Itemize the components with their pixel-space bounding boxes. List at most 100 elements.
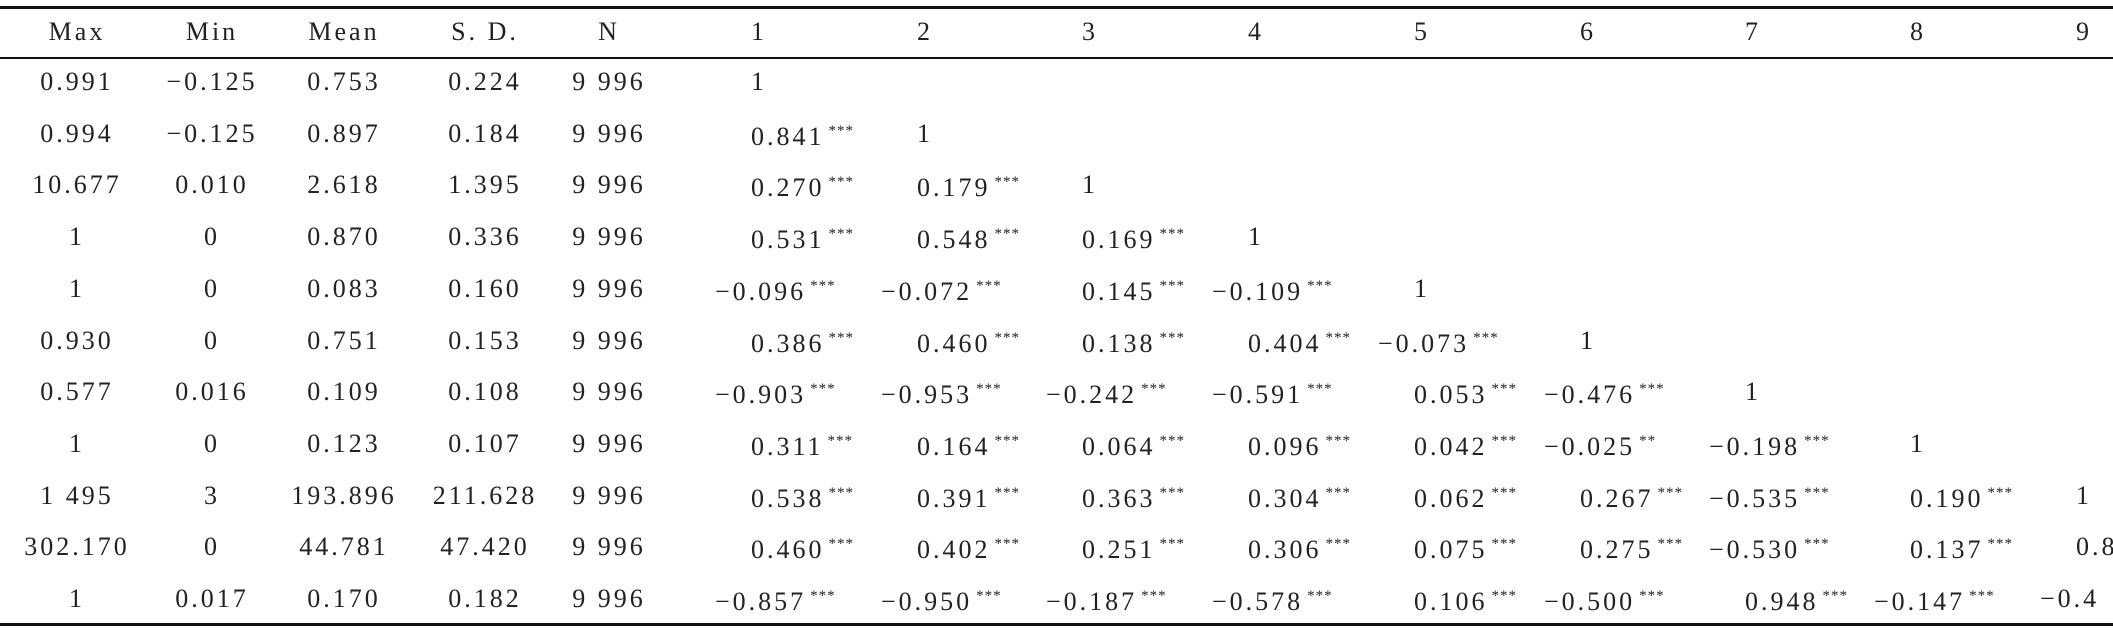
correlation-cell: 0.531 *** (751, 219, 854, 255)
correlation-cell: 1 (2076, 480, 2092, 510)
correlation-cell: 0.096 *** (1248, 426, 1351, 462)
significance: *** (828, 536, 854, 553)
coefficient: 0.169 (1082, 225, 1156, 255)
correlation-cell: 0.391 *** (917, 478, 1020, 514)
correlation-cell: −0.147 *** (1874, 581, 1995, 617)
stat-cell: 0.577 (40, 377, 114, 407)
significance: *** (828, 484, 854, 501)
stat-cell: 0.153 (448, 325, 522, 355)
stat-cell: 44.781 (299, 532, 389, 562)
significance: *** (1969, 588, 1995, 604)
correlation-cell: 0.062 *** (1414, 478, 1517, 514)
stat-cell: 9 996 (572, 480, 646, 510)
coefficient: 0.275 (1580, 535, 1654, 565)
significance: *** (828, 226, 854, 243)
top-rule (0, 6, 2113, 9)
significance: *** (1159, 226, 1185, 243)
stat-cell: 9 996 (572, 428, 646, 458)
correlation-cell: 0.164 *** (917, 426, 1020, 462)
coefficient: −0.025 (1544, 431, 1636, 461)
correlation-cell: 1 (1082, 170, 1098, 200)
coefficient: 0.304 (1248, 483, 1322, 513)
coefficient: 0.531 (751, 225, 825, 255)
coefficient: 0.402 (917, 535, 991, 565)
significance: *** (1639, 588, 1665, 604)
correlation-cell: 0.841 *** (751, 116, 854, 152)
correlation-cell: 0.8 (2076, 532, 2113, 562)
correlation-cell: 0.075 *** (1414, 529, 1517, 565)
stat-cell: 0.897 (307, 118, 381, 148)
significance: *** (1804, 536, 1830, 553)
stat-cell: 9 996 (572, 325, 646, 355)
coefficient: 0.311 (751, 431, 824, 461)
coefficient: −0.476 (1544, 380, 1636, 410)
correlation-cell: 1 (1910, 428, 1926, 458)
stat-cell: 0.994 (40, 118, 114, 148)
significance: *** (1804, 432, 1830, 449)
correlation-cell: −0.242 *** (1046, 374, 1167, 410)
correlation-cell: 0.190 *** (1910, 478, 2013, 514)
significance: *** (1822, 588, 1848, 604)
column-header: S. D. (451, 17, 519, 46)
column-header: Max (48, 17, 106, 46)
coefficient: 0.460 (751, 535, 825, 565)
significance: *** (1141, 381, 1167, 398)
correlation-cell: 1 (751, 67, 767, 96)
correlation-cell: −0.500 *** (1544, 581, 1665, 617)
significance: *** (976, 277, 1002, 294)
stat-cell: 0.123 (307, 428, 381, 458)
stat-cell: 193.896 (291, 480, 397, 510)
correlation-cell: 0.145 *** (1082, 271, 1185, 307)
coefficient: −0.187 (1046, 587, 1138, 616)
significance: *** (994, 226, 1020, 243)
coefficient: 0.042 (1414, 431, 1488, 461)
correlation-cell: 0.538 *** (751, 478, 854, 514)
correlation-cell: 1 (1248, 222, 1264, 252)
stat-cell: 1 495 (40, 480, 114, 510)
column-header: 5 (1414, 17, 1430, 46)
column-header: 9 (2076, 17, 2092, 46)
coefficient: 0.064 (1082, 431, 1156, 461)
coefficient: 0.306 (1248, 535, 1322, 565)
significance: *** (1159, 484, 1185, 501)
stat-cell: 1 (69, 273, 85, 303)
stat-cell: 9 996 (572, 222, 646, 252)
stat-cell: 302.170 (24, 532, 130, 562)
column-header: 2 (917, 17, 933, 46)
correlation-cell: 0.053 *** (1414, 374, 1517, 410)
coefficient: −0.073 (1378, 328, 1470, 358)
stat-cell: 47.420 (440, 532, 530, 562)
stat-cell: 10.677 (32, 170, 122, 200)
column-header: Mean (308, 17, 380, 46)
coefficient: −0.147 (1874, 587, 1966, 616)
stat-cell: 0.751 (307, 325, 381, 355)
stat-cell: 0 (204, 325, 220, 355)
stat-cell: 1 (69, 584, 85, 613)
correlation-cell: 0.064 *** (1082, 426, 1185, 462)
correlation-cell: 0.137 *** (1910, 529, 2013, 565)
significance: *** (1307, 588, 1333, 604)
correlation-cell: −0.096 *** (715, 271, 836, 307)
correlation-cell: 1 (1414, 273, 1430, 303)
correlation-cell: 0.306 *** (1248, 529, 1351, 565)
coefficient: 0.138 (1082, 328, 1156, 358)
coefficient: 0.190 (1910, 483, 1984, 513)
stat-cell: 0 (204, 222, 220, 252)
significance: *** (810, 588, 836, 604)
significance: *** (1657, 536, 1683, 553)
correlation-cell: 0.270 *** (751, 167, 854, 203)
stat-cell: 0 (204, 273, 220, 303)
stat-cell: 1.395 (448, 170, 522, 200)
column-header: Min (185, 17, 239, 46)
significance: *** (1491, 484, 1517, 501)
correlation-cell: 0.304 *** (1248, 478, 1351, 514)
stat-cell: 9 996 (572, 377, 646, 407)
significance: *** (810, 381, 836, 398)
stat-cell: 211.628 (432, 480, 538, 510)
correlation-cell: 0.106 *** (1414, 581, 1517, 617)
stat-cell: 3 (204, 480, 220, 510)
stat-cell: 9 996 (572, 170, 646, 200)
coefficient: −0.109 (1212, 276, 1304, 306)
significance: *** (828, 122, 854, 139)
significance: *** (994, 536, 1020, 553)
